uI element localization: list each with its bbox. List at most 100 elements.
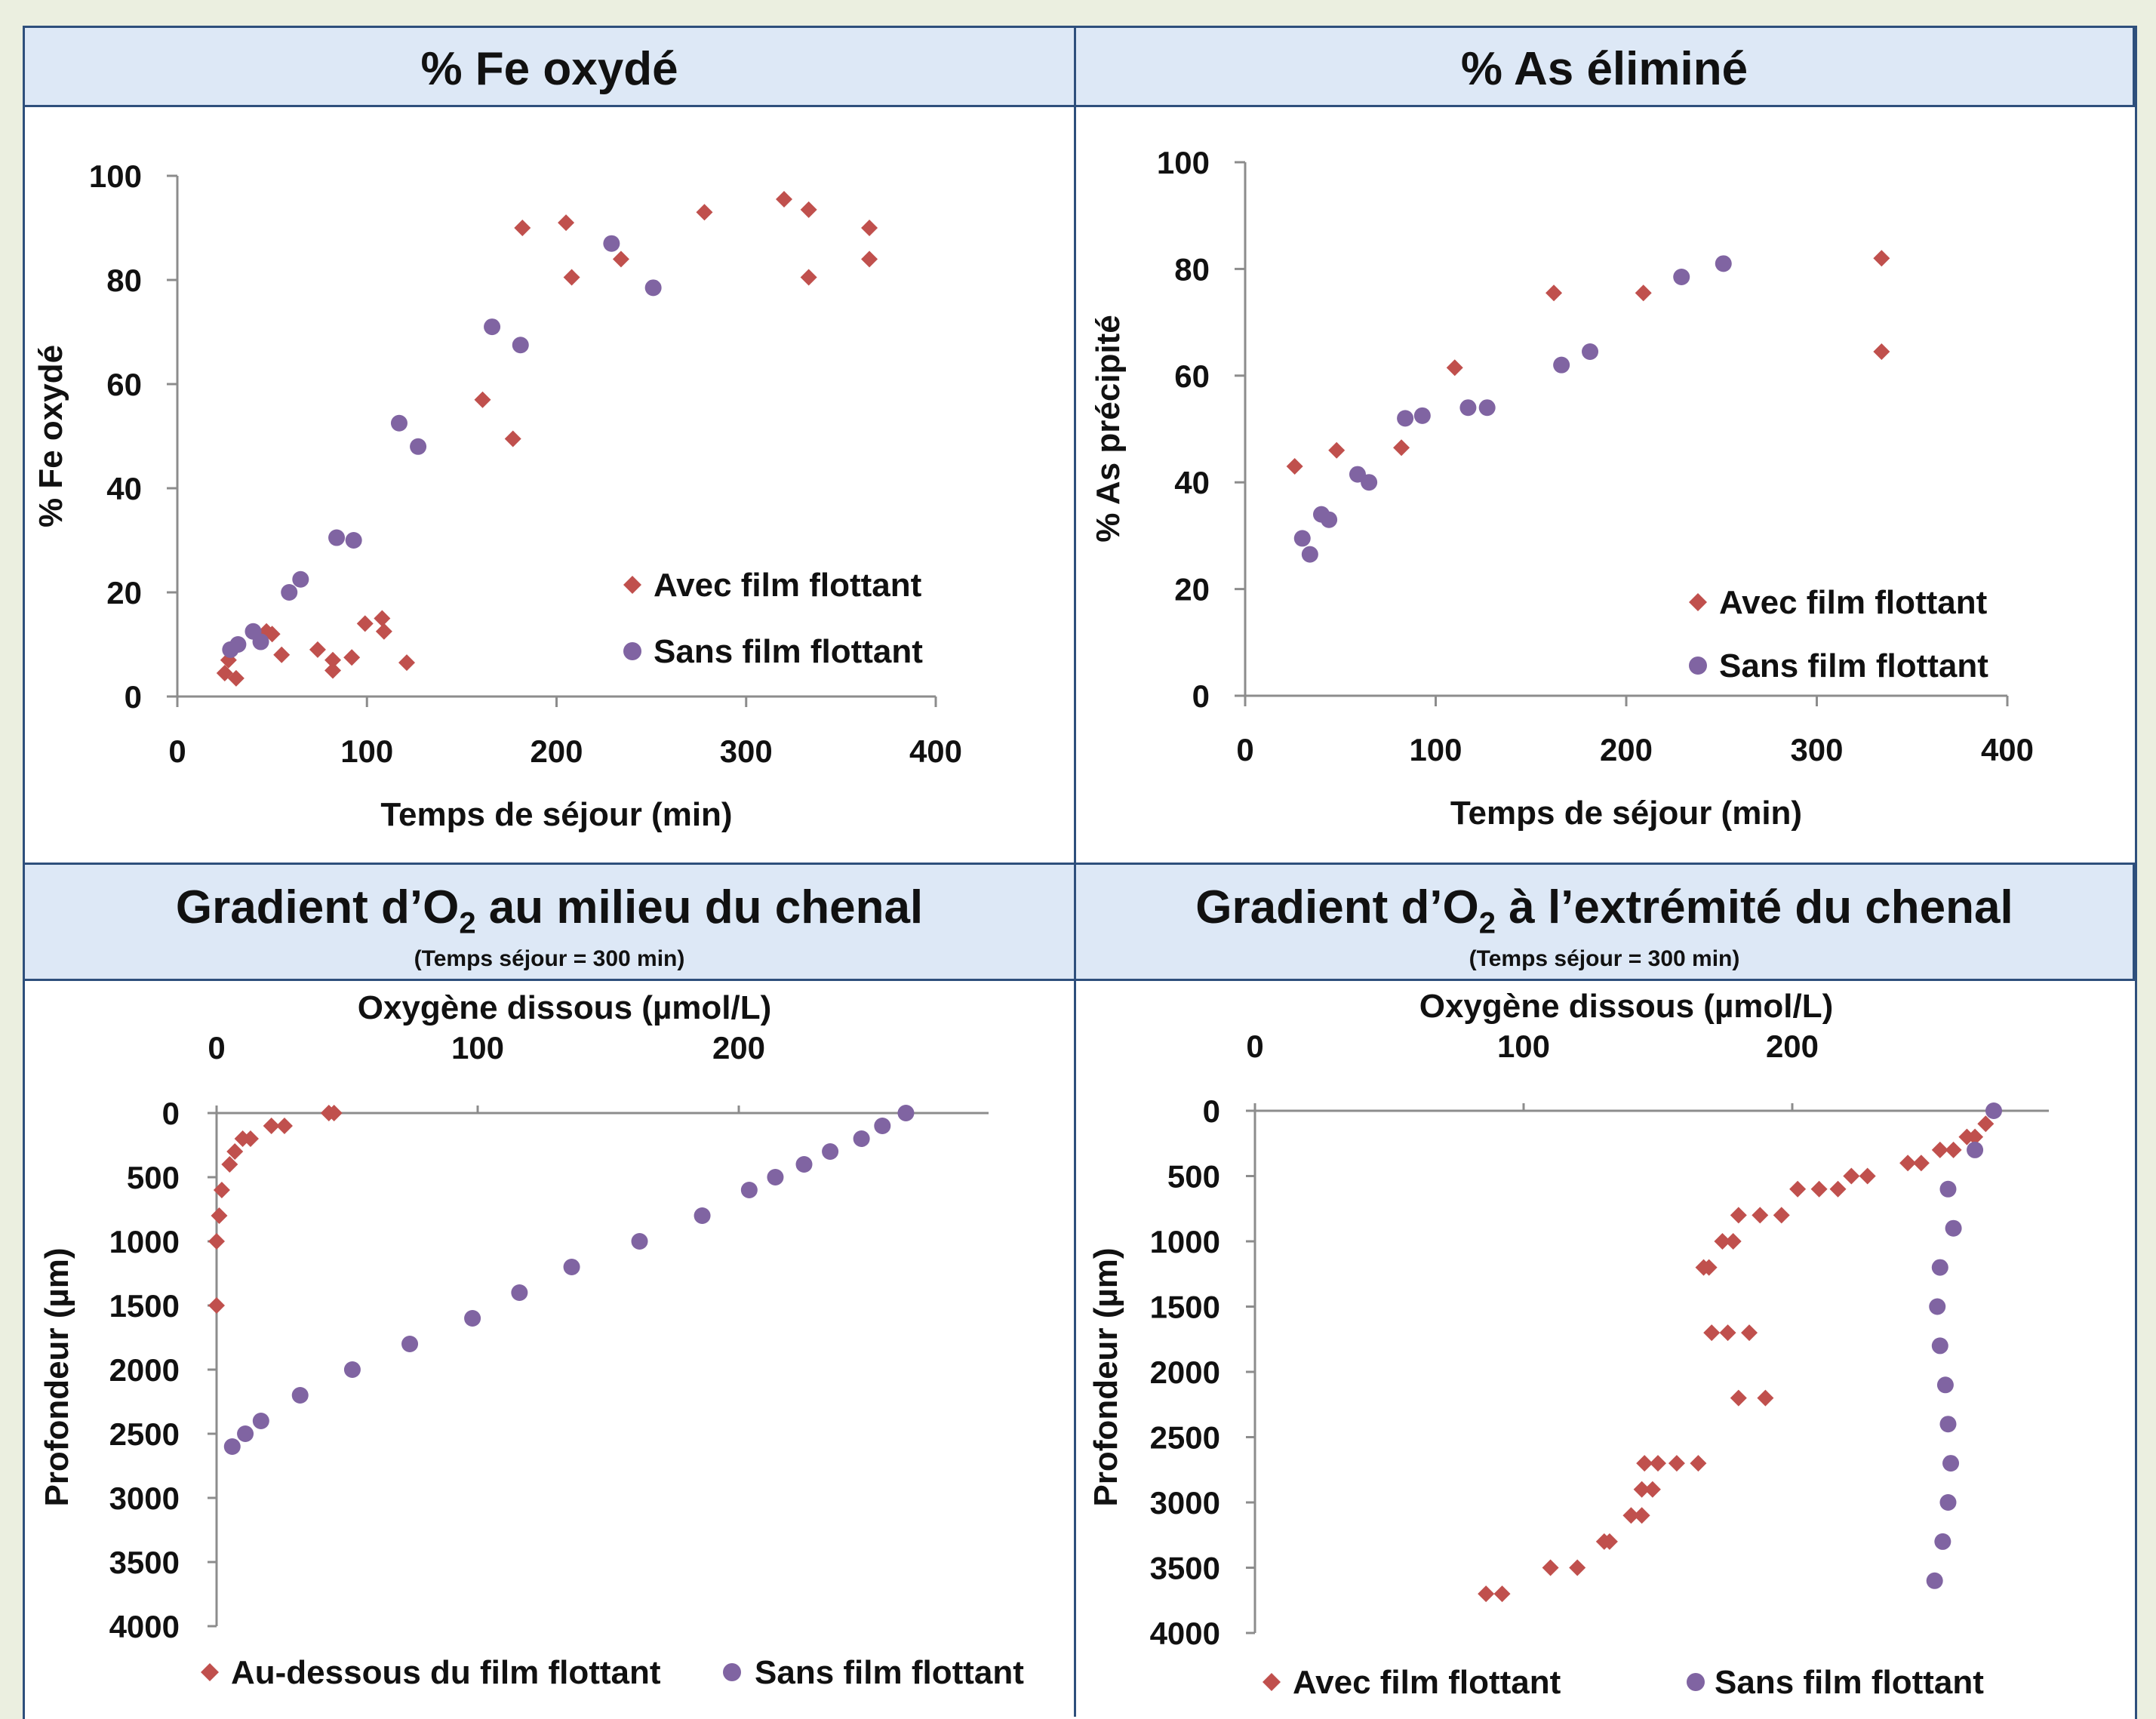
chart-as-y-axis-label: % As précipité xyxy=(1090,315,1127,543)
chart-o2_extremite-red-point xyxy=(1899,1155,1917,1172)
chart-o2_extremite-purple-point xyxy=(1931,1259,1948,1276)
chart-fe-purple-point xyxy=(603,235,620,252)
chart-o2_milieu-purple-point xyxy=(694,1207,711,1224)
chart-fe-purple-point xyxy=(345,532,362,549)
chart-o2_milieu-y-tick-label: 3500 xyxy=(109,1545,180,1580)
chart-as-y-tick-label: 40 xyxy=(1174,465,1210,500)
chart-o2_extremite-purple-point xyxy=(1942,1455,1960,1472)
chart-o2_extremite-purple-point xyxy=(1936,1376,1954,1394)
chart-fe-purple-point xyxy=(281,584,298,601)
chart-o2_extremite-red-point xyxy=(1478,1585,1495,1603)
chart-o2_milieu-purple-point xyxy=(767,1169,784,1185)
chart-as-red-point xyxy=(1873,250,1890,267)
chart-as-legend-label-1: Sans film flottant xyxy=(1719,647,1988,684)
chart-fe-red-point xyxy=(558,214,575,232)
chart-o2_milieu-red-point xyxy=(226,1143,244,1160)
chart-o2_extremite-x-tick-label: 100 xyxy=(1497,1029,1550,1064)
chart-o2_extremite-red-point xyxy=(1493,1585,1511,1603)
chart-o2_extremite-x-axis-label: Oxygène dissous (µmol/L) xyxy=(1419,988,1834,1025)
chart-fe-y-tick-label: 100 xyxy=(89,158,142,194)
chart-o2_extremite-y-tick-label: 2500 xyxy=(1150,1420,1220,1456)
chart-o2_extremite-red-point xyxy=(1703,1324,1721,1342)
chart-o2_extremite-legend-label-1: Sans film flottant xyxy=(1715,1664,1984,1701)
chart-o2_extremite-red-point xyxy=(1958,1128,1976,1145)
chart-fe-legend-label-0: Avec film flottant xyxy=(654,567,922,604)
chart-fe-y-tick-label: 40 xyxy=(106,471,142,506)
chart-fe-y-tick-label: 60 xyxy=(106,367,142,402)
chart-fe-red-point xyxy=(800,201,817,218)
chart-o2_extremite-purple-point xyxy=(1939,1494,1957,1511)
chart-o2_extremite-y-tick-label: 4000 xyxy=(1150,1616,1220,1651)
chart-o2_extremite-red-point xyxy=(1829,1180,1847,1198)
chart-as-legend-marker-1 xyxy=(1689,657,1707,675)
chart-as-purple-point xyxy=(1361,474,1378,491)
chart-o2_milieu-red-point xyxy=(213,1182,230,1198)
chart-fe-purple-point xyxy=(328,529,346,546)
chart-o2_milieu-y-axis-label: Profondeur (µm) xyxy=(38,1247,75,1506)
chart-o2_milieu-y-tick-label: 0 xyxy=(162,1096,180,1131)
chart-as-x-tick-label: 400 xyxy=(1981,732,2034,767)
chart-o2_extremite-red-point xyxy=(1757,1389,1774,1407)
chart-o2_extremite-x-tick-label: 200 xyxy=(1766,1029,1819,1064)
chart-o2_extremite-red-point xyxy=(1595,1533,1613,1550)
chart-fe-red-point xyxy=(514,220,531,236)
panel-header-o2-extremite: Gradient d’O2 à l’extrémité du chenal (T… xyxy=(1074,863,2135,981)
chart-o2_extremite-red-point xyxy=(1773,1207,1790,1224)
chart-fe-red-point xyxy=(398,654,416,672)
chart-o2_milieu-legend-label-1: Sans film flottant xyxy=(755,1654,1024,1691)
chart-o2_extremite-purple-point xyxy=(1985,1102,2002,1119)
panel-title-as: % As éliminé xyxy=(1460,43,1748,95)
panel-header-as: % As éliminé xyxy=(1074,26,2135,107)
chart-o2_milieu-purple-point xyxy=(563,1259,580,1275)
chart-o2_extremite-y-tick-label: 2000 xyxy=(1150,1355,1220,1390)
chart-as-red-point xyxy=(1545,284,1563,302)
chart-o2_milieu-purple-point xyxy=(853,1130,870,1147)
chart-o2_extremite-red-point xyxy=(1724,1233,1742,1250)
chart-o2_milieu-red-point xyxy=(325,1105,343,1121)
chart-fe-red-point xyxy=(309,641,326,658)
chart-fe-red-point xyxy=(776,191,792,208)
chart-o2_milieu-x-tick-label: 100 xyxy=(451,1030,504,1066)
chart-as-y-tick-label: 0 xyxy=(1192,678,1210,714)
chart-o2_extremite-red-point xyxy=(1789,1180,1807,1198)
chart-o2_milieu-purple-point xyxy=(897,1105,915,1121)
chart-fe-red-point xyxy=(374,610,391,627)
chart-fe-x-tick-label: 300 xyxy=(720,733,773,769)
chart-o2_extremite-red-point xyxy=(1695,1259,1712,1276)
chart-fe-x-tick-label: 0 xyxy=(168,733,186,769)
chart-o2_extremite-purple-point xyxy=(1945,1219,1962,1237)
chart-fe-purple-point xyxy=(252,633,269,650)
chart-fe-x-axis-label: Temps de séjour (min) xyxy=(380,796,732,833)
chart-o2_milieu-purple-point xyxy=(223,1438,241,1455)
chart-o2_extremite-legend-marker-0 xyxy=(1263,1673,1281,1691)
chart-as-red-point xyxy=(1393,439,1410,457)
chart-fe-purple-point xyxy=(390,414,408,432)
chart-o2_extremite-red-point xyxy=(1569,1559,1586,1576)
chart-o2_milieu-red-point xyxy=(275,1118,293,1134)
chart-o2_milieu-y-tick-label: 2500 xyxy=(109,1416,180,1452)
chart-o2_extremite-legend-label-0: Avec film flottant xyxy=(1293,1664,1561,1701)
chart-o2_extremite-red-point xyxy=(1931,1141,1948,1158)
panel-header-o2-milieu: Gradient d’O2 au milieu du chenal (Temps… xyxy=(23,863,1076,981)
chart-o2_extremite-red-point xyxy=(1741,1324,1758,1342)
chart-o2_extremite-purple-point xyxy=(1926,1572,1943,1589)
chart-o2_extremite-red-point xyxy=(1714,1233,1731,1250)
chart-o2_extremite-purple-point xyxy=(1931,1337,1948,1355)
chart-fe-red-point xyxy=(356,615,374,632)
chart-as-legend-marker-0 xyxy=(1689,593,1707,611)
chart-o2_extremite-red-point xyxy=(1668,1455,1685,1472)
chart-o2_extremite-red-point xyxy=(1752,1207,1769,1224)
chart-o2_milieu-red-point xyxy=(241,1130,259,1147)
chart-as-purple-point xyxy=(1553,356,1570,374)
chart-o2_milieu-y-tick-label: 1500 xyxy=(109,1288,180,1324)
chart-o2_extremite-red-point xyxy=(1945,1141,1962,1158)
chart-o2_extremite-y-tick-label: 3500 xyxy=(1150,1551,1220,1586)
chart-fe-x-tick-label: 100 xyxy=(340,733,393,769)
chart-o2_milieu-x-tick-label: 200 xyxy=(712,1030,765,1066)
chart-o2_extremite-purple-point xyxy=(1939,1416,1957,1433)
chart-o2_extremite-red-point xyxy=(1622,1507,1640,1524)
chart-fe-red-point xyxy=(474,391,491,408)
chart-o2_extremite-y-tick-label: 3000 xyxy=(1150,1485,1220,1521)
chart-o2_milieu-x-tick-label: 0 xyxy=(208,1030,225,1066)
